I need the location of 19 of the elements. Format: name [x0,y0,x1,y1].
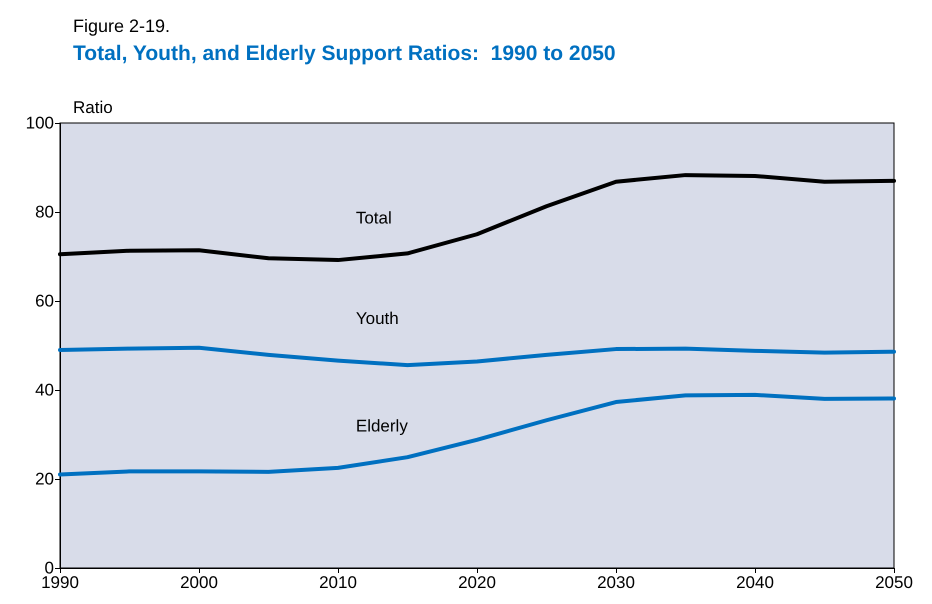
series-label: Total [356,208,392,228]
y-tick-label: 40 [35,380,54,400]
x-tick-label: 2050 [875,573,913,592]
x-tick-label: 2020 [458,573,496,592]
y-axis-title: Ratio [73,98,113,117]
x-tick-label: 2000 [180,573,218,592]
chart-title: Figure 2-19. [73,16,170,36]
line-series [58,346,896,368]
series-label: Youth [356,309,399,328]
y-tick-label: 100 [26,114,54,132]
x-tick-label: 2040 [736,573,774,592]
y-tick-label: 20 [35,470,54,488]
y-tick-label: 60 [35,292,54,310]
x-tick-label: 2030 [597,573,635,592]
chart-subtitle: Total, Youth, and Elderly Support Ratios: 1990 to 2050 [73,42,616,65]
series-label: Elderly [356,416,408,436]
x-tick-label: 2010 [319,573,357,592]
y-tick-label: 80 [35,202,54,222]
line-series [58,392,896,477]
